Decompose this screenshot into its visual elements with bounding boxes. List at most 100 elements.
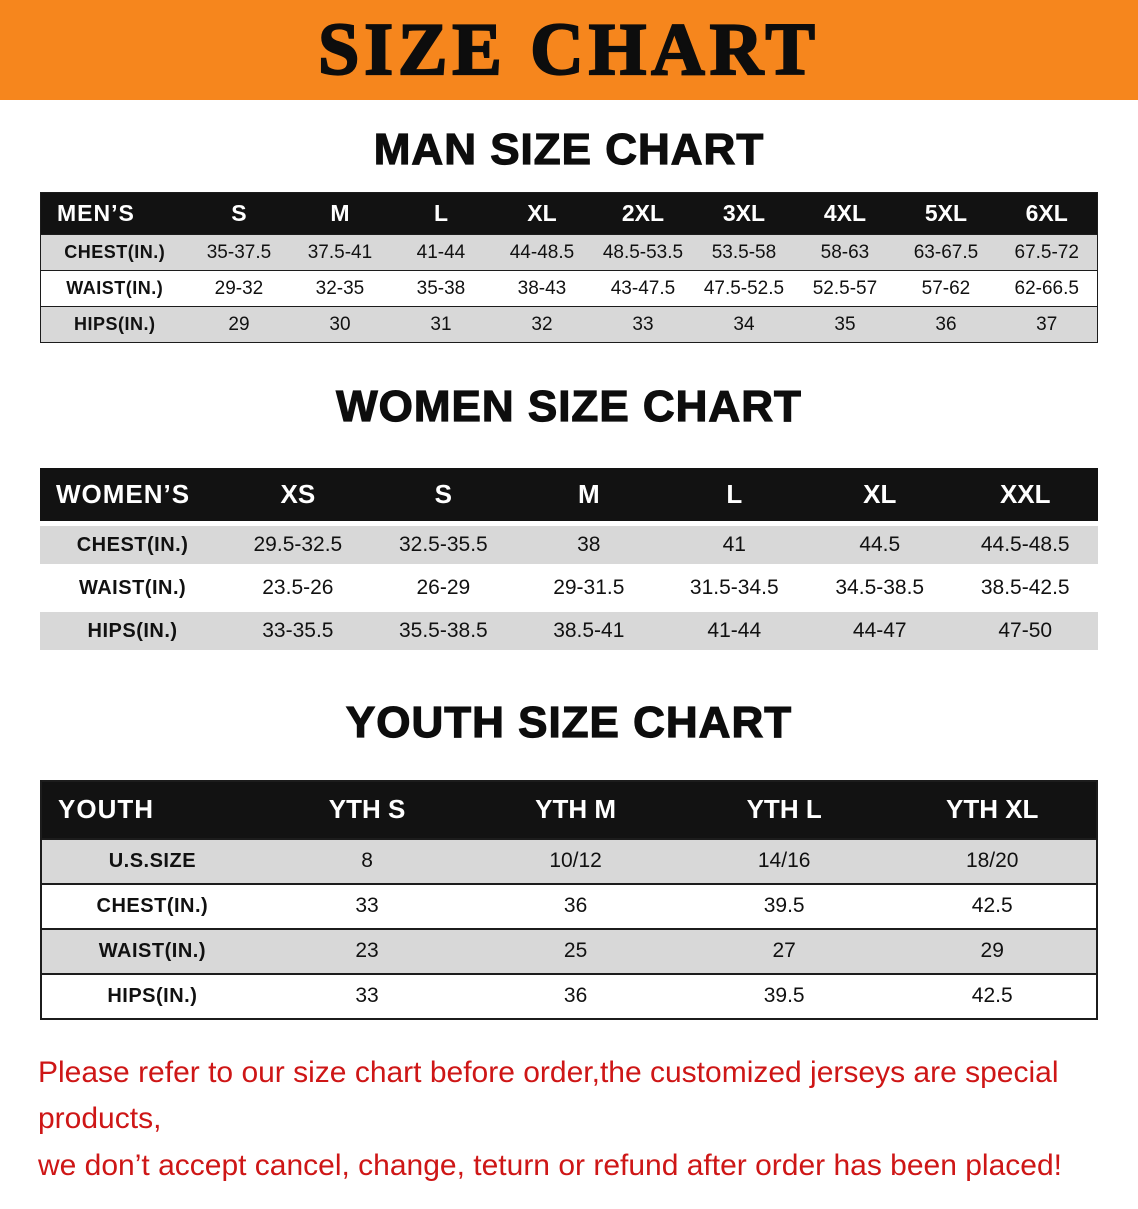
size-column-header: XXL [952, 467, 1098, 527]
table-row: WAIST(IN.) 23.5-26 26-29 29-31.5 31.5-34.5 34… [40, 566, 1098, 613]
table-row: HIPS(IN.) 29 30 31 32 33 34 35 36 37 [40, 306, 1098, 344]
size-column-header: XL [491, 192, 593, 235]
value-cell: 52.5-57 [794, 270, 896, 308]
size-column-header: YTH XL [888, 780, 1097, 839]
value-cell: 25 [471, 927, 680, 975]
men-size-section: MAN SIZE CHART MEN’S S M L XL 2XL 3XL 4XL 5XL 6XL… [0, 124, 1138, 344]
table-header-row: MEN’S S M L XL 2XL 3XL 4XL 5XL 6XL [40, 192, 1098, 235]
value-cell: 29 [888, 927, 1097, 975]
size-column-header: S [188, 192, 290, 235]
value-cell: 27 [679, 927, 889, 975]
value-cell: 35.5-38.5 [370, 609, 517, 656]
table-row: CHEST(IN.) 33 36 39.5 42.5 [41, 882, 1097, 930]
size-column-header: S [370, 467, 517, 527]
size-column-header: YTH L [679, 780, 889, 839]
size-column-header: M [289, 192, 391, 235]
row-label: HIPS(IN.) [40, 609, 226, 656]
disclaimer-line-2: we don’t accept cancel, change, teturn o… [38, 1148, 1062, 1182]
value-cell: 38 [516, 523, 662, 570]
page-title: SIZE CHART [317, 9, 820, 91]
value-cell: 32.5-35.5 [370, 523, 517, 570]
value-cell: 38.5-42.5 [952, 566, 1098, 613]
table-row: HIPS(IN.) 33-35.5 35.5-38.5 38.5-41 41-44 44-… [40, 609, 1098, 656]
women-size-table: WOMEN’S XS S M L XL XXL CHEST(IN.) 29.5-32.5 32.5… [40, 467, 1098, 656]
value-cell: 35-37.5 [188, 234, 290, 272]
size-column-header: M [516, 467, 662, 527]
disclaimer-line-1: Please refer to our size chart before or… [38, 1055, 1059, 1136]
table-row: CHEST(IN.) 29.5-32.5 32.5-35.5 38 41 44.5 44.5… [40, 523, 1098, 570]
youth-size-table: YOUTH YTH S YTH M YTH L YTH XL U.S.SIZE 8 10/12… [40, 779, 1098, 1020]
value-cell: 39.5 [679, 882, 889, 930]
row-label: CHEST(IN.) [41, 882, 263, 930]
table-row: HIPS(IN.) 33 36 39.5 42.5 [41, 972, 1097, 1020]
value-cell: 29.5-32.5 [225, 523, 371, 570]
value-cell: 38-43 [491, 270, 593, 308]
size-column-header: XL [807, 467, 953, 527]
value-cell: 33 [262, 972, 472, 1020]
table-row: CHEST(IN.) 35-37.5 37.5-41 41-44 44-48.5 48.5… [40, 234, 1098, 272]
value-cell: 44.5-48.5 [952, 523, 1098, 570]
value-cell: 32 [491, 306, 593, 344]
value-cell: 42.5 [888, 972, 1097, 1020]
size-column-header: L [390, 192, 492, 235]
value-cell: 23 [262, 927, 472, 975]
value-cell: 44-47 [807, 609, 953, 656]
size-column-header: XS [225, 467, 371, 527]
table-corner-label: WOMEN’S [40, 467, 226, 527]
value-cell: 29-31.5 [516, 566, 662, 613]
row-label: WAIST(IN.) [40, 270, 189, 308]
table-corner-label: YOUTH [41, 780, 263, 839]
value-cell: 63-67.5 [895, 234, 997, 272]
value-cell: 34.5-38.5 [807, 566, 953, 613]
table-header-row: WOMEN’S XS S M L XL XXL [40, 467, 1098, 527]
men-section-heading: MAN SIZE CHART [373, 124, 765, 174]
value-cell: 33 [262, 882, 472, 930]
value-cell: 31.5-34.5 [661, 566, 808, 613]
youth-size-section: YOUTH SIZE CHART YOUTH YTH S YTH M YTH L YTH… [0, 698, 1138, 1020]
value-cell: 37.5-41 [289, 234, 391, 272]
size-column-header: L [661, 467, 808, 527]
value-cell: 39.5 [679, 972, 889, 1020]
value-cell: 53.5-58 [693, 234, 795, 272]
table-row: U.S.SIZE 8 10/12 14/16 18/20 [41, 837, 1097, 885]
value-cell: 42.5 [888, 882, 1097, 930]
value-cell: 29-32 [188, 270, 290, 308]
size-table: MEN’S S M L XL 2XL 3XL 4XL 5XL 6XL CHEST(IN.) 35-37… [40, 192, 1098, 344]
value-cell: 37 [996, 306, 1098, 344]
youth-section-heading: YOUTH SIZE CHART [345, 698, 793, 748]
value-cell: 38.5-41 [516, 609, 662, 656]
table-header-row: YOUTH YTH S YTH M YTH L YTH XL [41, 780, 1097, 839]
value-cell: 67.5-72 [996, 234, 1098, 272]
value-cell: 36 [471, 882, 680, 930]
size-table: WOMEN’S XS S M L XL XXL CHEST(IN.) 29.5-32.5 32.5… [40, 467, 1098, 656]
value-cell: 30 [289, 306, 391, 344]
size-column-header: YTH S [262, 780, 472, 839]
value-cell: 18/20 [888, 837, 1097, 885]
value-cell: 47-50 [952, 609, 1098, 656]
row-label: WAIST(IN.) [41, 927, 263, 975]
row-label: U.S.SIZE [41, 837, 263, 885]
row-label: CHEST(IN.) [40, 523, 226, 570]
value-cell: 36 [895, 306, 997, 344]
row-label: WAIST(IN.) [40, 566, 226, 613]
size-table: YOUTH YTH S YTH M YTH L YTH XL U.S.SIZE 8 10/12… [40, 779, 1098, 1020]
title-banner: SIZE CHART [0, 0, 1138, 100]
value-cell: 41 [661, 523, 808, 570]
row-label: HIPS(IN.) [41, 972, 263, 1020]
disclaimer: Please refer to our size chart before or… [0, 1050, 1138, 1209]
value-cell: 43-47.5 [592, 270, 694, 308]
value-cell: 26-29 [370, 566, 517, 613]
value-cell: 62-66.5 [996, 270, 1098, 308]
size-column-header: 2XL [592, 192, 694, 235]
women-section-heading: WOMEN SIZE CHART [336, 382, 802, 432]
value-cell: 14/16 [679, 837, 889, 885]
value-cell: 33 [592, 306, 694, 344]
value-cell: 36 [471, 972, 680, 1020]
row-label: CHEST(IN.) [40, 234, 189, 272]
value-cell: 57-62 [895, 270, 997, 308]
table-corner-label: MEN’S [40, 192, 189, 235]
value-cell: 10/12 [471, 837, 680, 885]
value-cell: 23.5-26 [225, 566, 371, 613]
value-cell: 47.5-52.5 [693, 270, 795, 308]
